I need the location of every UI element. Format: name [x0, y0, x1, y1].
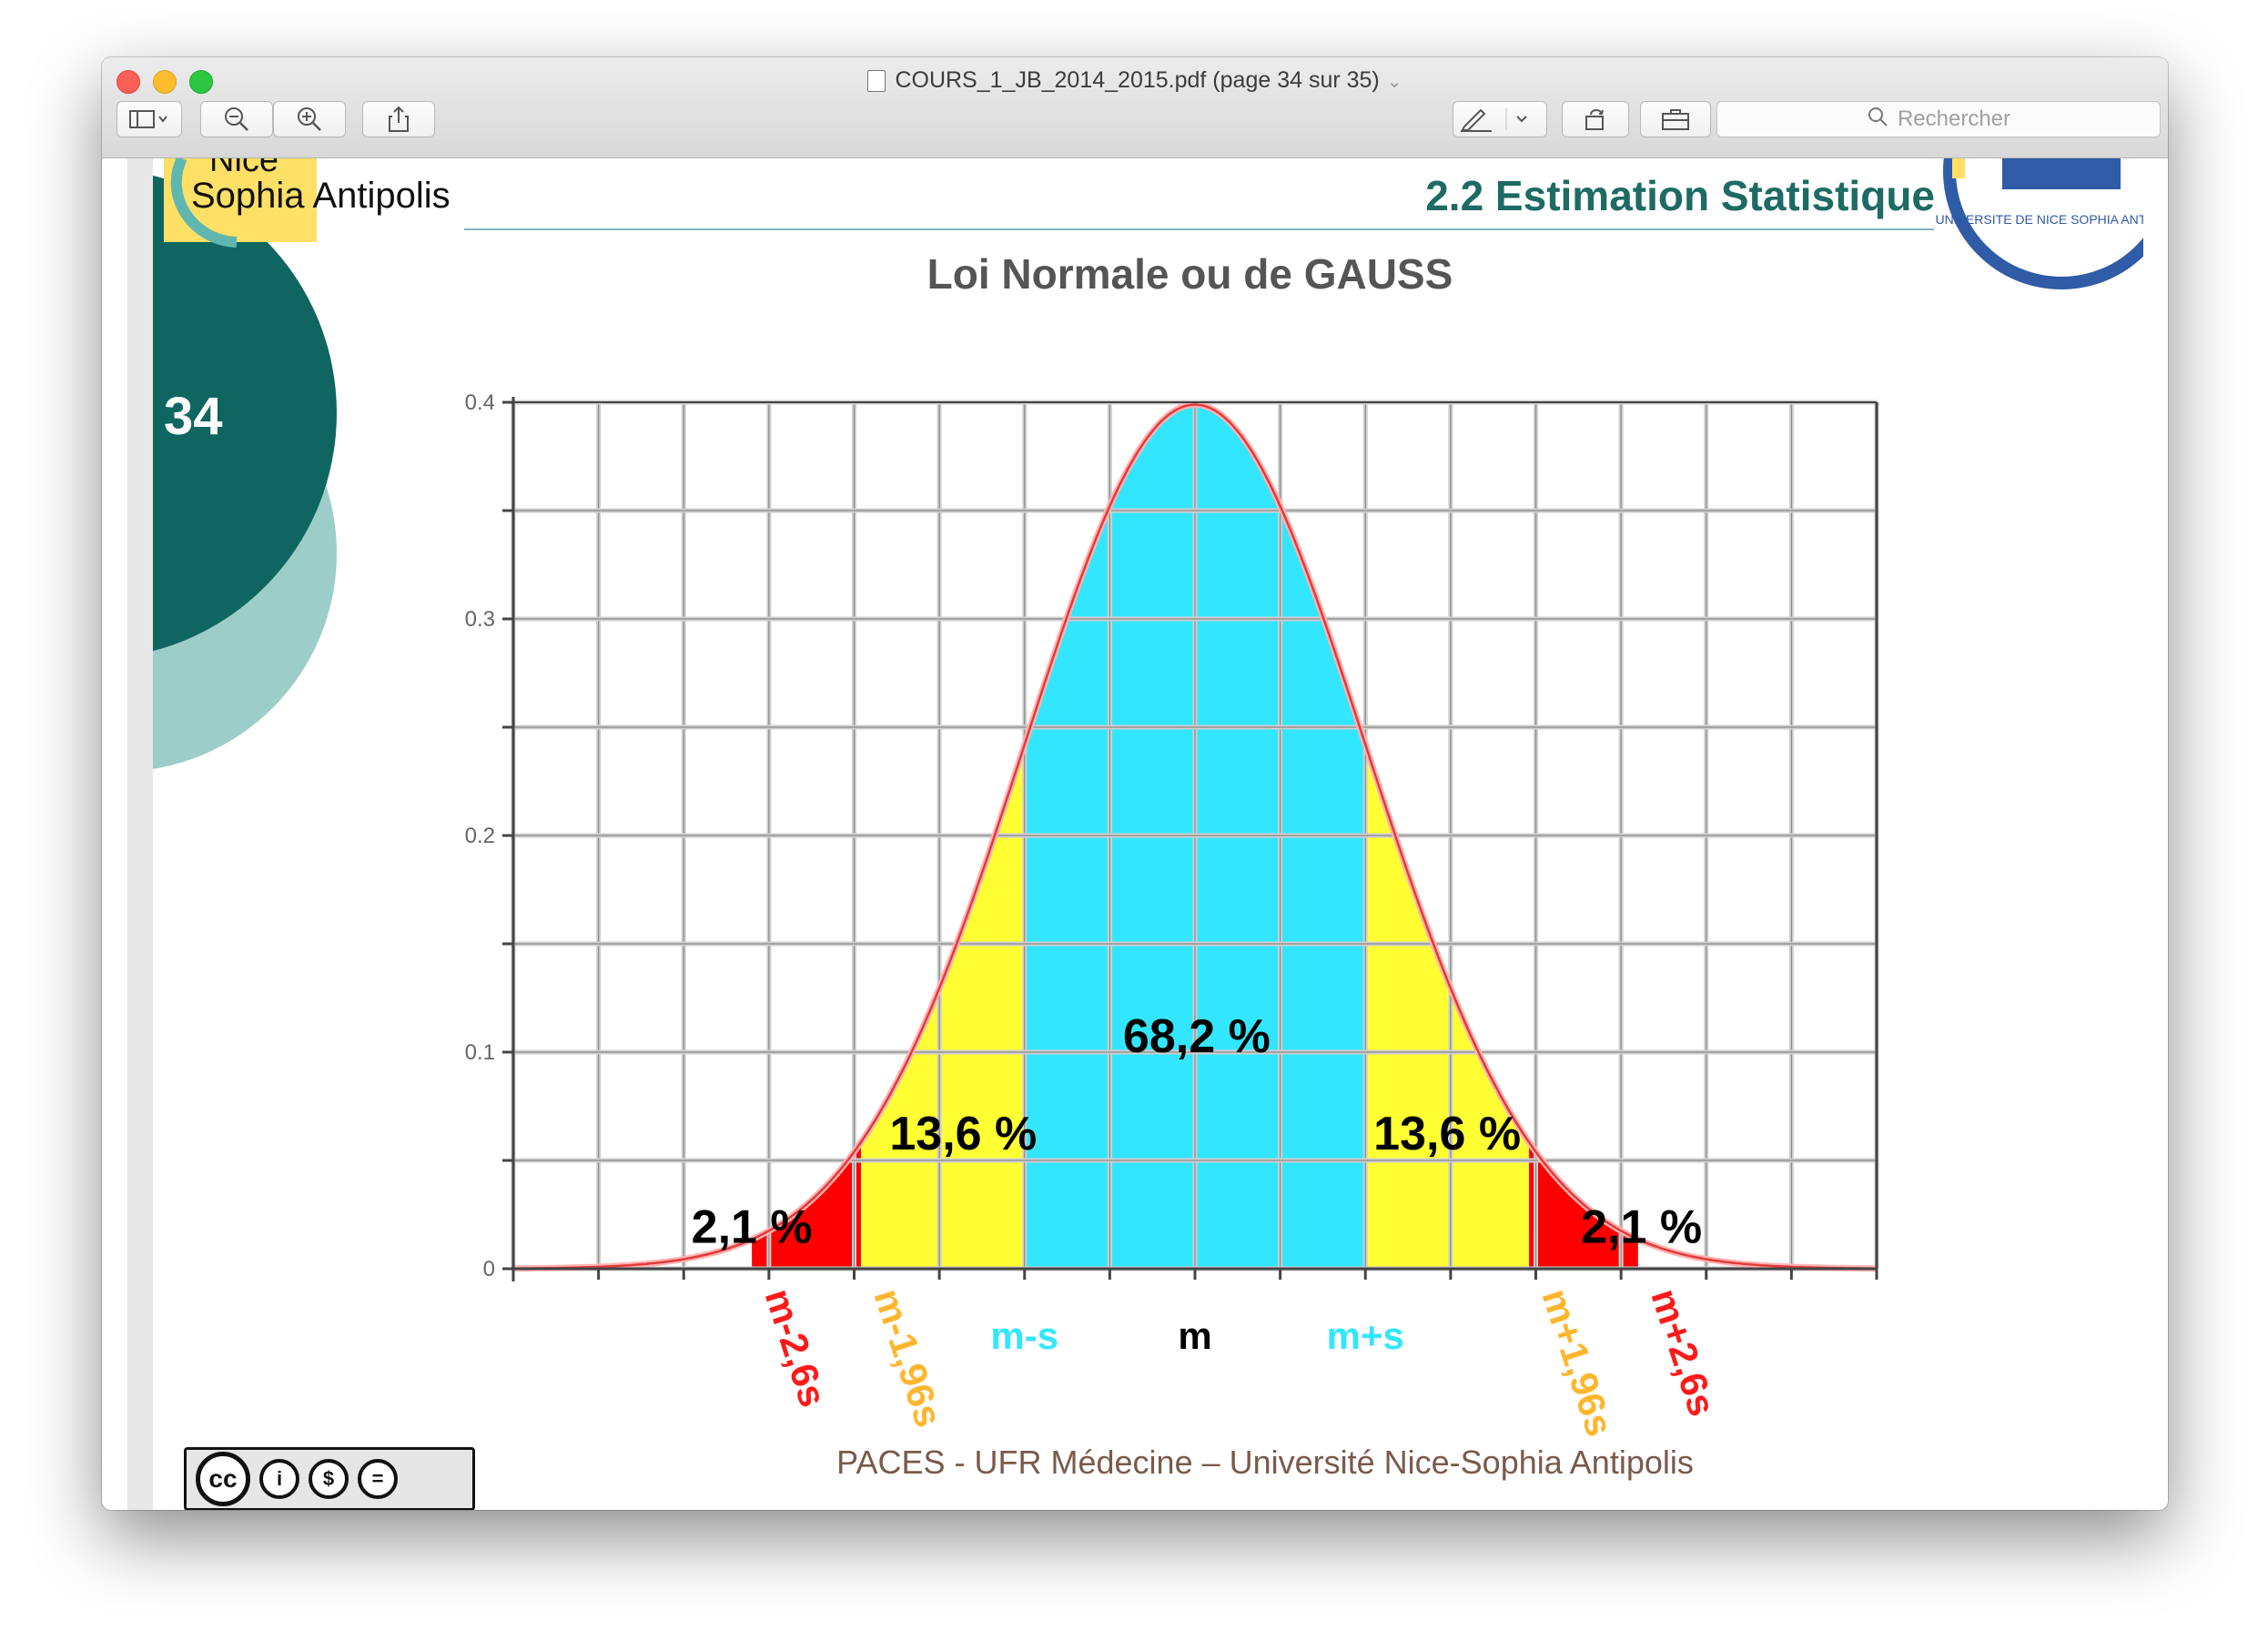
university-logo: Nice Sophia Antipolis — [164, 158, 451, 248]
chart-title: Loi Normale ou de GAUSS — [926, 250, 1453, 298]
window-title: COURS_1_JB_2014_2015.pdf (page 34 sur 35… — [102, 65, 2168, 97]
rotate-button[interactable] — [1562, 101, 1629, 137]
toolbar: COURS_1_JB_2014_2015.pdf (page 34 sur 35… — [102, 57, 2168, 158]
noncommercial-icon: $ — [309, 1459, 349, 1499]
preview-window: COURS_1_JB_2014_2015.pdf (page 34 sur 35… — [102, 57, 2168, 1510]
x-marker-label: m+2,6s — [1643, 1283, 1724, 1421]
region-label: 68,2 % — [1123, 1010, 1271, 1063]
gauss-curve-group — [513, 400, 1877, 1272]
share-icon — [389, 106, 409, 132]
zoom-in-icon — [298, 107, 321, 131]
gauss-chart: 0.40.30.20.10 2,1 %13,6 %68,2 %13,6 %2,1… — [465, 390, 1879, 1442]
decor-circle-dark — [127, 170, 337, 656]
x-marker-label: m-s — [990, 1314, 1058, 1357]
chevron-down-icon[interactable]: ⌄ — [1386, 72, 1402, 92]
y-tick-label: 0.4 — [465, 390, 495, 415]
region-label: 13,6 % — [889, 1108, 1037, 1160]
markup-button[interactable] — [1453, 101, 1547, 137]
sidebar-icon — [129, 110, 167, 128]
toolbox-icon — [1662, 109, 1689, 130]
zoom-out-button[interactable] — [200, 101, 273, 137]
y-tick-label: 0.2 — [465, 824, 495, 848]
share-button[interactable] — [362, 101, 435, 137]
search-placeholder: Rechercher — [1897, 106, 2011, 131]
close-button[interactable] — [116, 70, 140, 94]
section-title: 2.2 Estimation Statistique — [1425, 172, 1935, 219]
noderivatives-icon: = — [358, 1459, 398, 1499]
chevron-down-icon — [1516, 116, 1527, 123]
logo-line2: Sophia Antipolis — [191, 176, 451, 216]
x-marker-label: m+1,96s — [1534, 1283, 1621, 1441]
x-marker-label: m-1,96s — [866, 1283, 950, 1432]
sidebar-button[interactable] — [116, 101, 182, 137]
slide-decoration: Nice Sophia Antipolis UNIVERSITE DE NICE… — [127, 158, 2143, 1510]
university-seal: UNIVERSITE DE NICE SOPHIA ANTIPOLIS — [1934, 158, 2143, 289]
zoom-button[interactable] — [189, 70, 213, 94]
slide-footer: PACES - UFR Médecine – Université Nice-S… — [836, 1443, 1694, 1481]
cc-icon: cc — [196, 1452, 250, 1506]
x-marker-label: m+s — [1327, 1314, 1404, 1357]
zoom-in-button[interactable] — [273, 101, 346, 137]
chart-axes — [502, 397, 1878, 1281]
region-label: 2,1 % — [692, 1200, 813, 1253]
region-label: 13,6 % — [1373, 1108, 1521, 1160]
pdf-document-icon — [867, 70, 886, 93]
minimize-button[interactable] — [153, 70, 177, 94]
x-marker-label: m-2,6s — [757, 1283, 835, 1412]
y-tick-label: 0.3 — [465, 607, 495, 632]
toolbox-button[interactable] — [1640, 101, 1711, 137]
search-field[interactable]: Rechercher — [1716, 101, 2161, 137]
region-labels: 2,1 % 13,6 % 68,2 % 13,6 % 2,1 % — [692, 1010, 1702, 1253]
zoom-out-icon — [225, 107, 248, 131]
chevron-down-icon — [158, 116, 167, 123]
y-tick-label: 0.1 — [465, 1040, 495, 1065]
window-title-text: COURS_1_JB_2014_2015.pdf (page 34 sur 35… — [895, 67, 1380, 93]
pen-icon — [1461, 108, 1527, 132]
y-tick-label: 0 — [483, 1257, 495, 1281]
region-label: 2,1 % — [1581, 1200, 1702, 1253]
search-icon — [1867, 106, 1888, 134]
pdf-page[interactable]: Nice Sophia Antipolis UNIVERSITE DE NICE… — [127, 158, 2143, 1510]
logo-line1: Nice — [209, 158, 278, 179]
slide-number: 34 — [164, 387, 223, 446]
gauss-curve — [513, 403, 1877, 1270]
x-marker-label: m — [1178, 1314, 1211, 1357]
seal-text: UNIVERSITE DE NICE SOPHIA ANTIPOLIS — [1936, 212, 2143, 227]
x-marker-labels: m-2,6s m-1,96s m-s m m+s m+1,96s m+2,6s — [757, 1283, 1725, 1441]
rotate-icon — [1585, 109, 1604, 130]
creative-commons-badge: cc i $ = — [184, 1447, 475, 1510]
y-tick-labels: 0.4 0.3 0.2 0.1 0 — [465, 390, 495, 1281]
attribution-icon: i — [259, 1459, 299, 1499]
